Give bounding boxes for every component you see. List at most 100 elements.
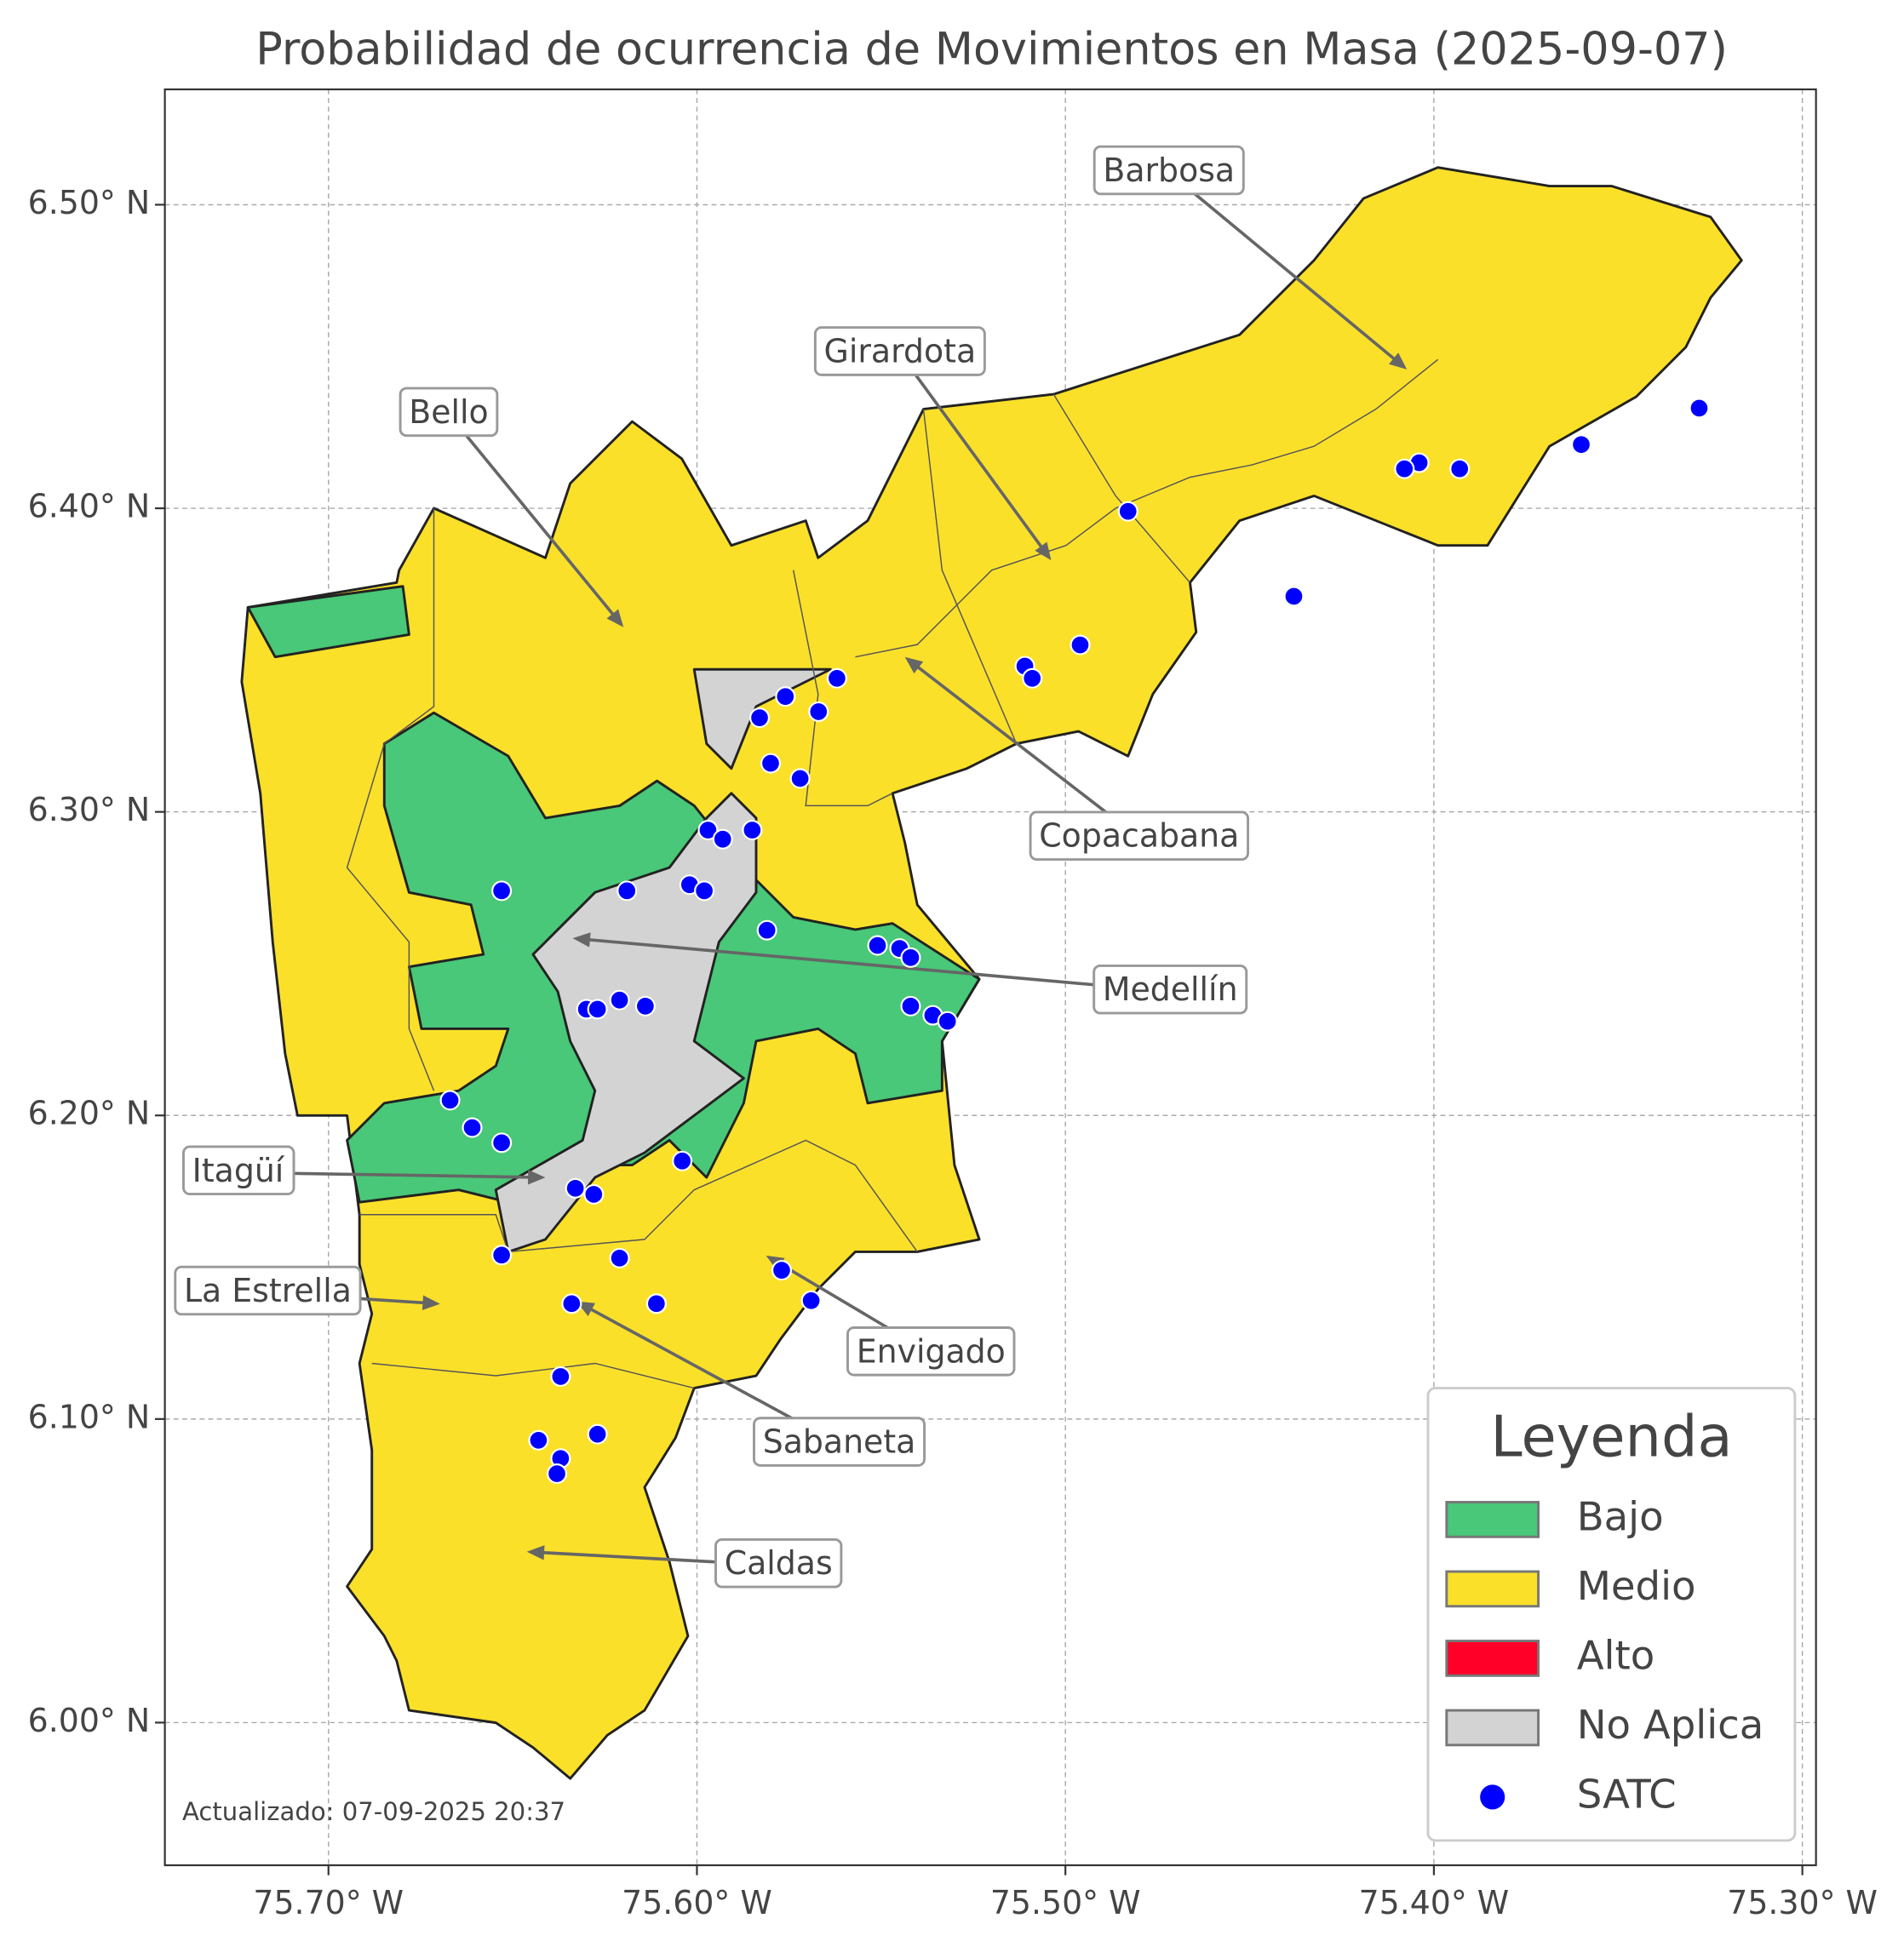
legend-swatch — [1445, 1501, 1540, 1538]
satc-point — [609, 1247, 630, 1268]
annotation-arrow — [447, 413, 622, 625]
boundary — [359, 1139, 918, 1253]
satc-point — [583, 1183, 605, 1205]
annotation: La Estrella — [174, 1265, 440, 1316]
satc-point — [547, 1463, 568, 1485]
arrow-head — [1035, 541, 1052, 561]
boundary — [792, 570, 893, 807]
annotation-box — [174, 1265, 362, 1316]
satc-point — [775, 686, 796, 707]
arrow-head — [606, 609, 624, 627]
satc-point — [528, 1429, 549, 1451]
annotation-label: Bello — [409, 393, 488, 431]
points — [439, 398, 1710, 1485]
arrow-head — [572, 932, 591, 948]
annotation-box — [714, 1537, 843, 1589]
annotation-box — [1029, 810, 1249, 862]
x-tick-label: 75.60° W — [622, 1884, 772, 1921]
annotation-box — [182, 1145, 295, 1196]
region-no-aplica-bello — [692, 667, 832, 770]
annotation-label: Sabaneta — [763, 1423, 916, 1461]
arrow-head — [904, 656, 924, 674]
satc-point — [1570, 434, 1592, 455]
satc-point — [609, 989, 630, 1011]
boundary — [346, 508, 435, 1091]
satc-point — [808, 701, 829, 722]
y-tick-label: 6.30° N — [28, 791, 150, 828]
satc-point — [694, 880, 715, 902]
annotation-arrow — [577, 936, 1171, 993]
annotation-label: Barbosa — [1103, 152, 1235, 189]
legend-swatch — [1445, 1640, 1540, 1677]
satc-point — [550, 1366, 571, 1387]
satc-point — [439, 1090, 461, 1111]
annotation: Envigado — [766, 1255, 1016, 1377]
annotation: Medellín — [572, 932, 1248, 1015]
footnote: Actualizado: 07-09-2025 20:37 — [182, 1797, 565, 1826]
annotation: Sabaneta — [576, 1301, 926, 1467]
boundary — [371, 1362, 695, 1389]
satc-point — [1449, 458, 1471, 479]
y-tick-label: 6.00° N — [28, 1702, 150, 1739]
satc-point — [1689, 398, 1710, 419]
annotation: Caldas — [526, 1537, 843, 1589]
satc-point — [712, 828, 733, 850]
boundary — [1052, 393, 1191, 583]
annotation-label: Envigado — [857, 1332, 1006, 1370]
region-medio — [240, 166, 1743, 1780]
satc-point — [1117, 501, 1138, 522]
annotation-box — [1093, 145, 1245, 196]
legend-title: Leyenda — [1490, 1403, 1732, 1469]
boundary — [922, 409, 1018, 744]
annotation-box — [846, 1326, 1016, 1377]
satc-point — [672, 1150, 693, 1171]
arrow-head — [1388, 352, 1408, 369]
x-tick-label: 75.50° W — [990, 1884, 1141, 1921]
chart-title: Probabilidad de ocurrencia de Movimiento… — [255, 23, 1728, 75]
annotation: Bello — [399, 386, 624, 627]
plot-frame — [163, 88, 1817, 1867]
legend-label: No Aplica — [1577, 1702, 1764, 1748]
annotation: Itagüí — [182, 1145, 546, 1196]
satc-point — [491, 880, 513, 902]
satc-point — [800, 1290, 822, 1311]
legend-label: Alto — [1577, 1632, 1655, 1678]
region-bajo-west — [246, 585, 410, 659]
satc-point — [742, 820, 763, 841]
satc-point — [634, 995, 656, 1016]
arrow-head — [528, 1170, 546, 1185]
annotation-arrow — [908, 658, 1140, 839]
annotation: Barbosa — [1093, 145, 1408, 369]
legend-label: Bajo — [1577, 1493, 1664, 1539]
satc-point — [867, 935, 888, 956]
legend-label: Medio — [1577, 1563, 1696, 1609]
annotation: Girardota — [813, 326, 1052, 561]
annotation-box — [399, 386, 499, 438]
satc-point — [826, 667, 847, 689]
y-tick-label: 6.40° N — [28, 488, 150, 525]
region-no-aplica-urban — [494, 792, 758, 1253]
annotation-label: Girardota — [824, 333, 977, 370]
legend-swatch — [1445, 1570, 1540, 1608]
annotation-label: Caldas — [725, 1544, 833, 1582]
satc-point — [462, 1117, 483, 1138]
satc-point — [491, 1132, 513, 1154]
satc-point — [587, 1423, 608, 1445]
satc-point — [565, 1177, 586, 1199]
annotation-label: Medellín — [1103, 970, 1238, 1008]
satc-point — [937, 1011, 958, 1032]
y-tick-label: 6.10° N — [28, 1398, 150, 1435]
annotation-label: La Estrella — [184, 1272, 352, 1309]
legend: Leyenda Bajo Medio Alto No Aplica SATC — [1426, 1387, 1797, 1842]
y-tick-label: 6.50° N — [28, 184, 150, 221]
satc-point — [771, 1260, 792, 1281]
annotation-label: Copacabana — [1039, 817, 1239, 855]
annotations: Barbosa Girardota Bello Copacabana Medellín I… — [174, 145, 1408, 1589]
legend-label: SATC — [1577, 1771, 1677, 1817]
annotation-arrow — [898, 352, 1050, 558]
annotation-box — [753, 1417, 926, 1467]
annotation-box — [1093, 964, 1248, 1015]
annotation: Copacabana — [904, 656, 1249, 862]
